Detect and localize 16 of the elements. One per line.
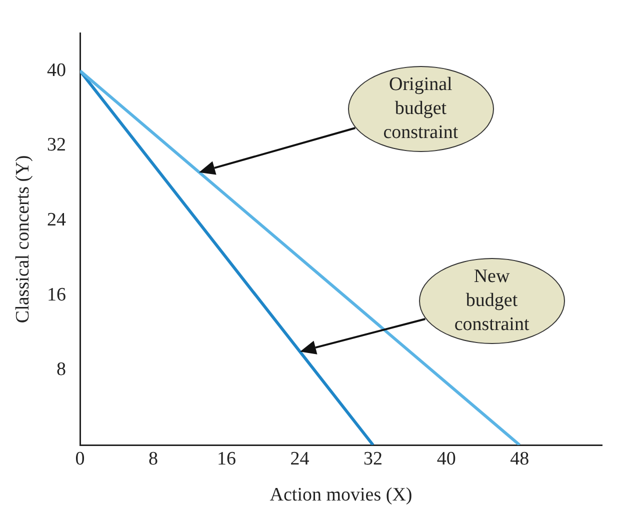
x-axis-title: Action movies (X) — [270, 484, 412, 506]
x-tick-label: 0 — [75, 448, 85, 470]
annotation: New budget constraint — [453, 265, 530, 338]
y-tick-label: 32 — [47, 134, 66, 156]
x-tick-label: 48 — [510, 448, 530, 470]
y-tick-label: 16 — [47, 284, 66, 306]
x-tick-label: 24 — [290, 448, 310, 470]
x-tick-label: 8 — [148, 448, 158, 470]
annotation: Original budget constraint — [382, 72, 460, 145]
y-tick-label: 40 — [47, 60, 66, 81]
y-tick-label: 24 — [47, 209, 66, 230]
y-axis-title: Classical concerts (Y) — [12, 155, 34, 324]
x-tick-label: 16 — [217, 448, 236, 470]
x-tick-label: 32 — [364, 448, 383, 470]
y-tick-label: 8 — [56, 359, 66, 380]
x-tick-label: 40 — [436, 448, 456, 470]
